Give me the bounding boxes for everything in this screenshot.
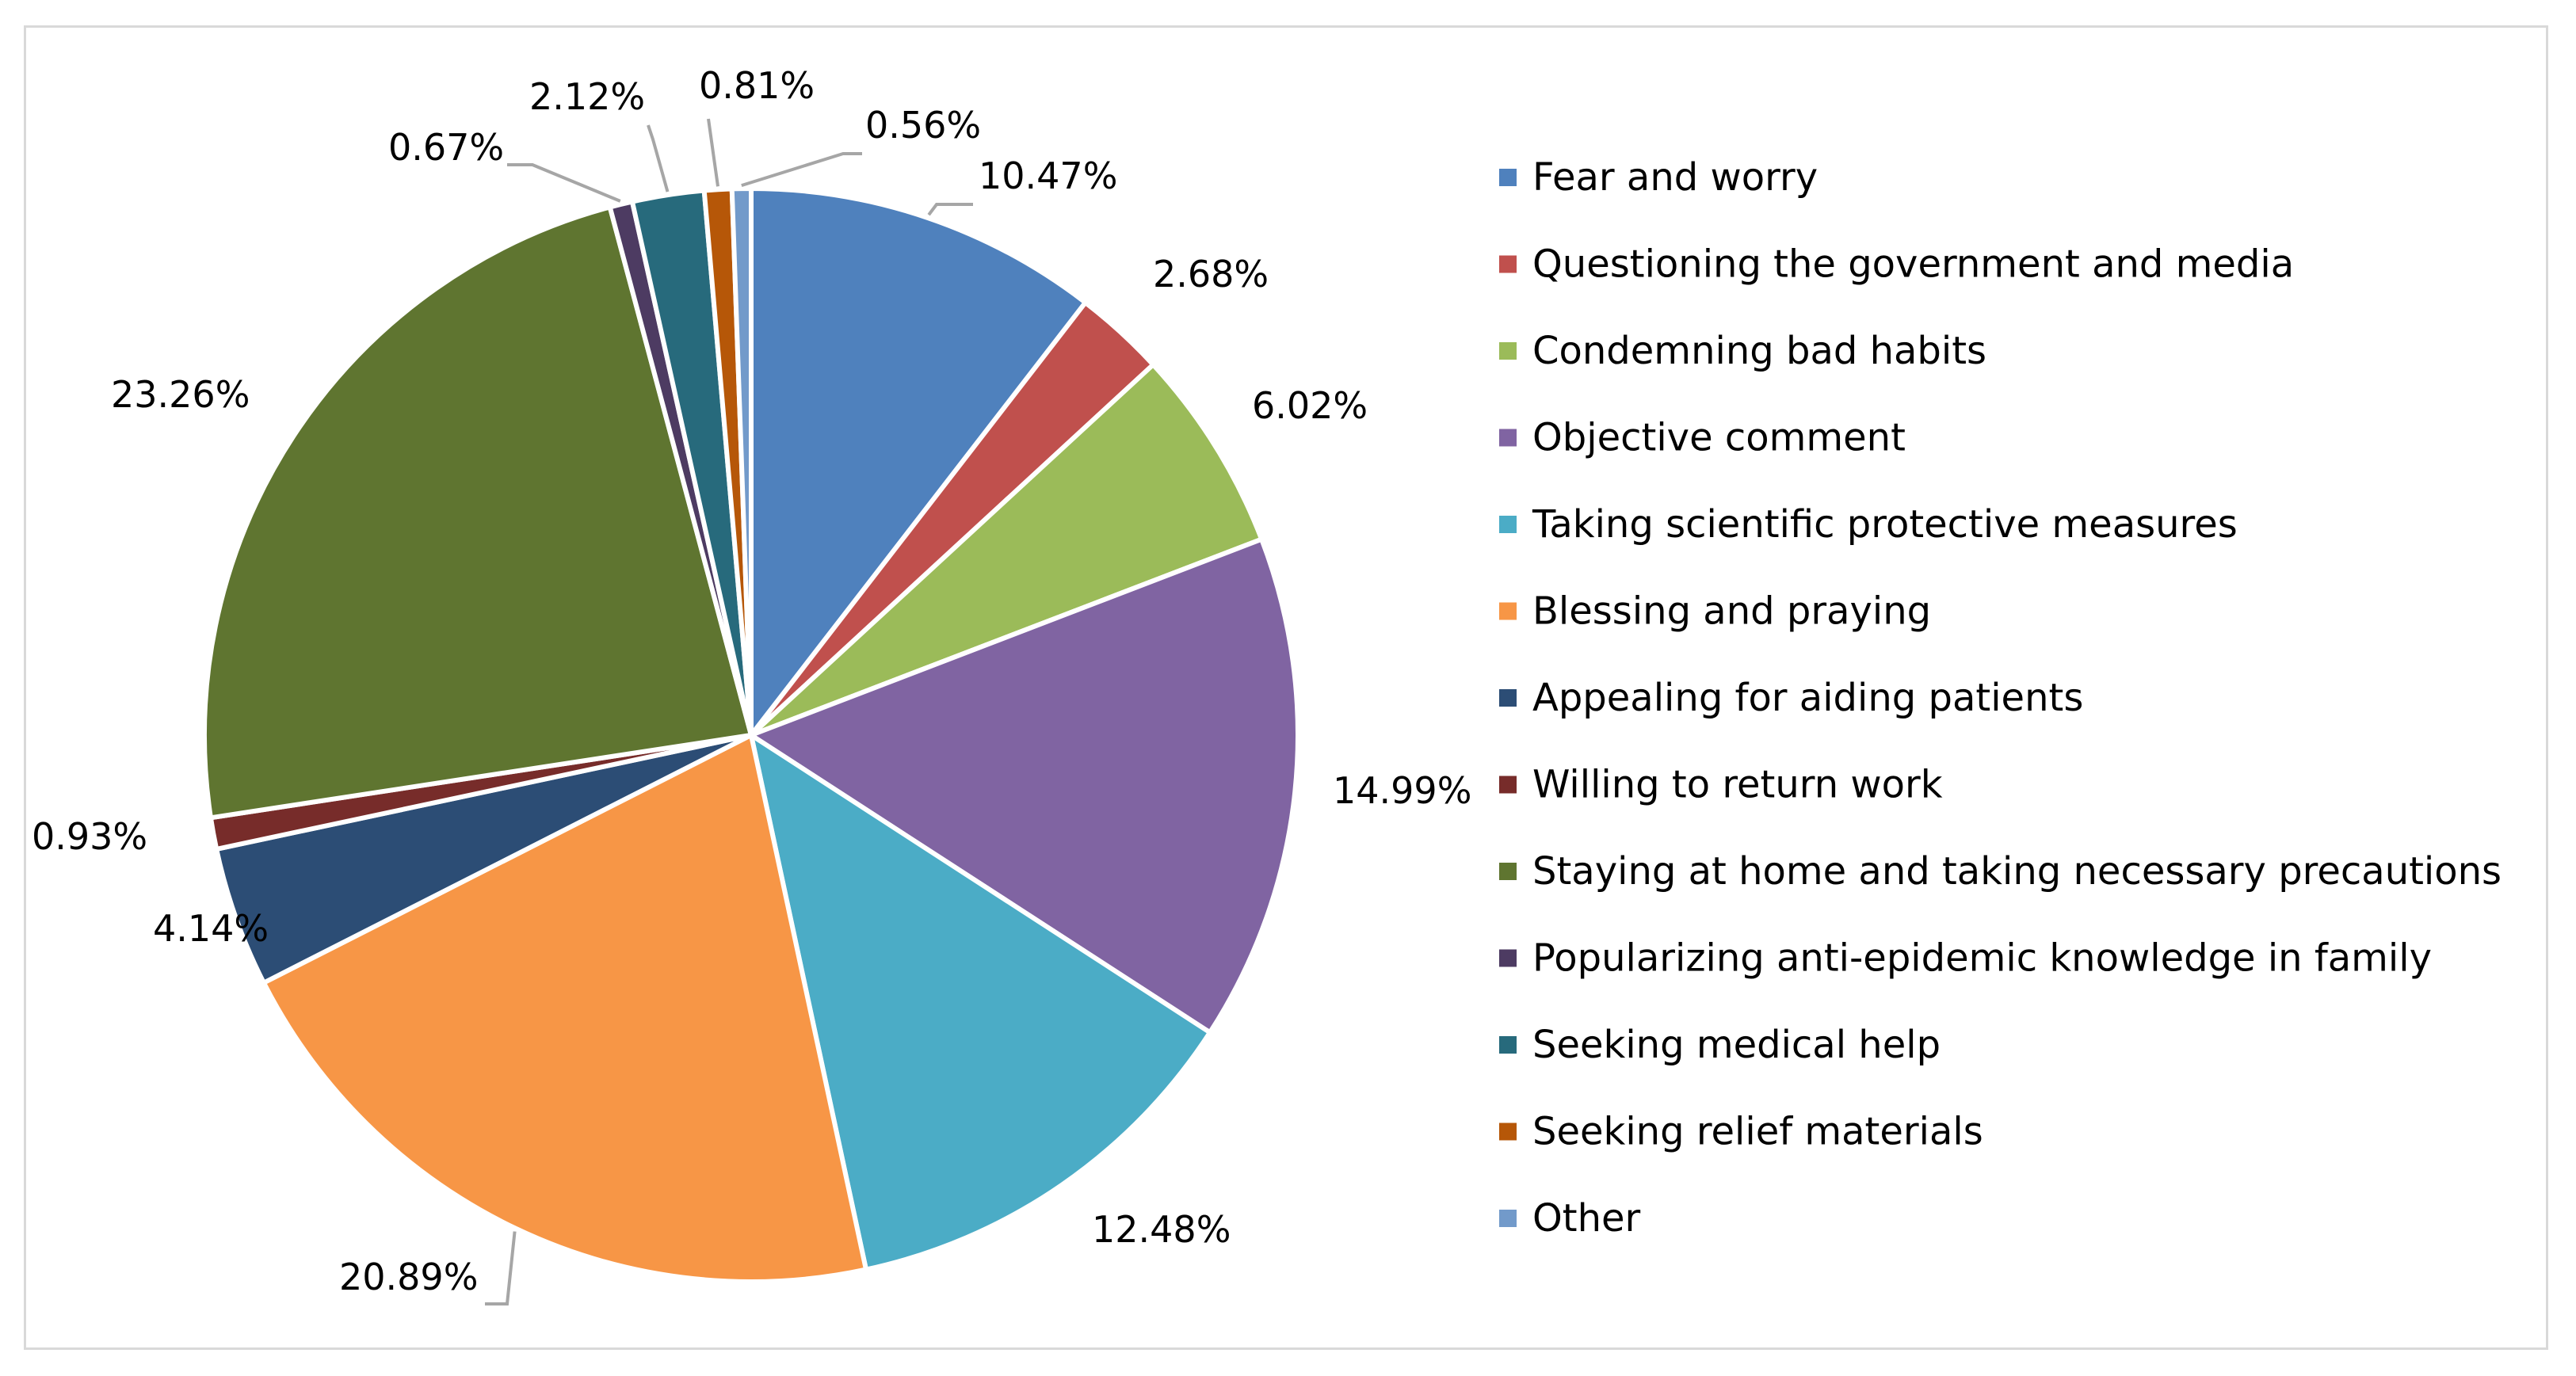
pie-slice [214,733,754,985]
legend-label: Seeking relief materials [1532,1110,1983,1154]
pie-slice [749,733,1212,1272]
legend-label: Taking scientific protective measures [1532,502,2238,547]
legend-swatch [1499,949,1517,967]
data-label: 2.68% [1153,253,1269,295]
pie-slice [749,536,1300,1035]
leader-line [707,118,719,187]
legend-label: Seeking medical help [1532,1023,1941,1067]
leader-line [507,163,621,203]
legend-swatch [1499,342,1517,360]
legend-swatch [1499,1210,1517,1227]
pie-slice [749,362,1265,738]
data-label: 0.67% [388,126,504,169]
leader-line [647,124,670,192]
pie-slice [749,186,1088,738]
data-label: 6.02% [1252,384,1368,427]
legend-label: Popularizing anti-epidemic knowledge in … [1532,936,2432,981]
leader-line [741,152,862,188]
legend-label: Appealing for aiding patients [1532,676,2083,720]
pie-slice [729,186,754,738]
data-label: 0.81% [699,64,815,107]
data-label: 0.56% [865,104,981,147]
data-label: 10.47% [979,154,1117,197]
data-label: 20.89% [339,1256,478,1298]
legend-swatch [1499,602,1517,620]
data-labels: 10.47% 2.68% 6.02% 14.99% 12.48% 20.89% 4.14% 0… [32,64,1471,1298]
pie-slice [202,204,754,821]
leader-line [927,203,973,216]
legend-swatch [1499,516,1517,533]
pie-slices [202,186,1300,1284]
data-label: 0.93% [32,815,147,858]
chart-frame [24,25,2548,1350]
legend-swatch [1499,863,1517,880]
legend-label: Blessing and praying [1532,589,1931,634]
legend-swatch [1499,776,1517,794]
legend-label: Other [1532,1196,1641,1241]
leader-line [485,1231,517,1305]
legend-label: Fear and worry [1532,155,1818,200]
legend-label: Condemning bad habits [1532,329,1986,373]
data-label: 23.26% [111,373,250,416]
legend-label: Questioning the government and media [1532,242,2294,287]
leader-lines [485,118,973,1305]
pie-slice [261,733,868,1284]
data-label: 12.48% [1092,1208,1231,1251]
legend-swatch [1499,169,1517,186]
legend: Fear and worry Questioning the government… [1499,155,2502,1241]
legend-swatch [1499,689,1517,707]
data-label: 2.12% [529,75,645,118]
legend-swatch [1499,1036,1517,1054]
data-label: 4.14% [153,907,269,950]
legend-label: Staying at home and taking necessary pre… [1532,849,2502,894]
data-label: 14.99% [1333,769,1471,812]
legend-swatch [1499,1123,1517,1141]
legend-label: Objective comment [1532,416,1906,460]
legend-swatch [1499,429,1517,447]
legend-label: Willing to return work [1532,763,1943,807]
legend-swatch [1499,255,1517,273]
